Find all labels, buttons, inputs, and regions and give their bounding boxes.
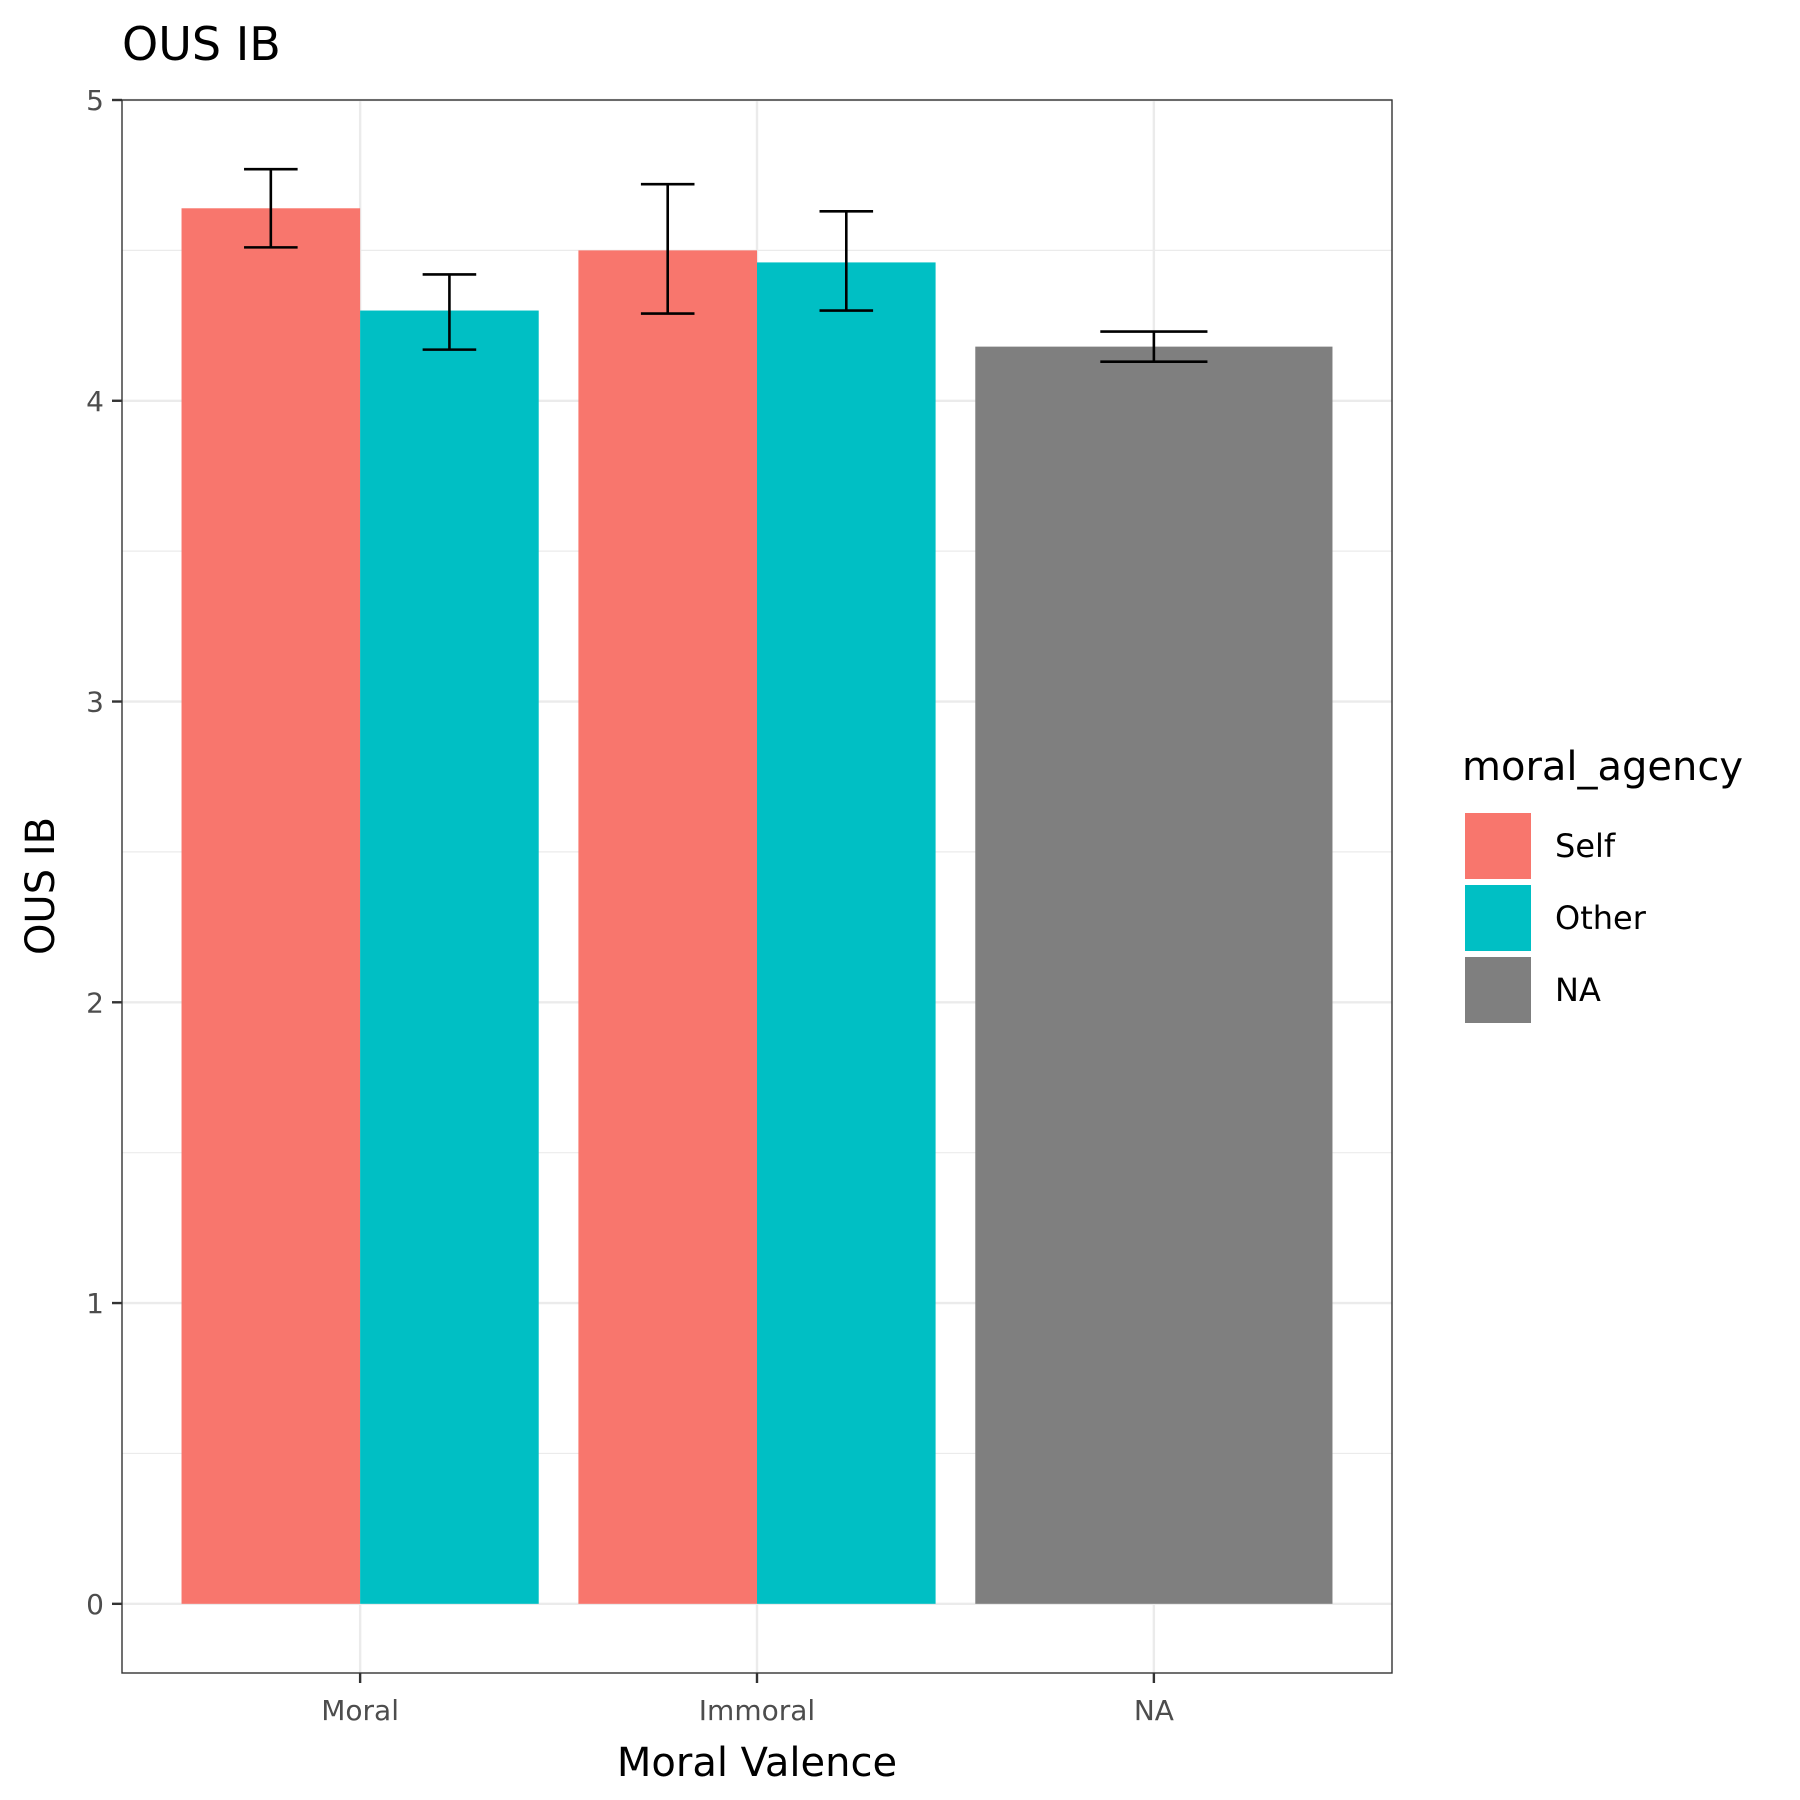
y-tick-label: 2 xyxy=(86,986,104,1019)
y-tick-label: 0 xyxy=(86,1588,104,1621)
legend: moral_agency Self Other NA xyxy=(1462,744,1743,1023)
y-axis-title: OUS IB xyxy=(18,817,64,955)
legend-key-na xyxy=(1465,957,1531,1023)
x-axis: Moral Immoral NA xyxy=(321,1673,1174,1727)
error-bar xyxy=(244,167,298,249)
x-axis-title: Moral Valence xyxy=(617,1740,897,1786)
legend-key-other xyxy=(1465,885,1531,951)
y-tick-label: 5 xyxy=(86,84,104,117)
bar-immoral-self xyxy=(578,250,757,1604)
x-tick-label: NA xyxy=(1134,1694,1174,1727)
x-tick-label: Immoral xyxy=(699,1694,815,1727)
error-bars xyxy=(244,167,1208,363)
error-bar xyxy=(422,273,477,351)
chart-title: OUS IB xyxy=(122,17,281,71)
y-axis: 0 1 2 3 4 5 xyxy=(86,84,122,1621)
bar-na-na xyxy=(975,346,1333,1604)
error-bar xyxy=(640,182,695,315)
legend-label-na: NA xyxy=(1555,971,1601,1009)
bar-moral-other xyxy=(360,310,539,1604)
bar-moral-self xyxy=(181,208,361,1604)
y-tick-label: 4 xyxy=(86,385,104,418)
bars xyxy=(181,208,1333,1604)
y-tick-label: 1 xyxy=(86,1287,104,1320)
legend-title: moral_agency xyxy=(1462,744,1743,790)
bar-immoral-other xyxy=(757,262,936,1604)
legend-key-self xyxy=(1465,813,1531,879)
legend-label-self: Self xyxy=(1555,827,1616,865)
y-tick-label: 3 xyxy=(86,686,104,719)
legend-label-other: Other xyxy=(1555,899,1647,937)
error-bar xyxy=(1100,330,1208,363)
x-tick-label: Moral xyxy=(321,1694,399,1727)
error-bar xyxy=(819,209,874,312)
